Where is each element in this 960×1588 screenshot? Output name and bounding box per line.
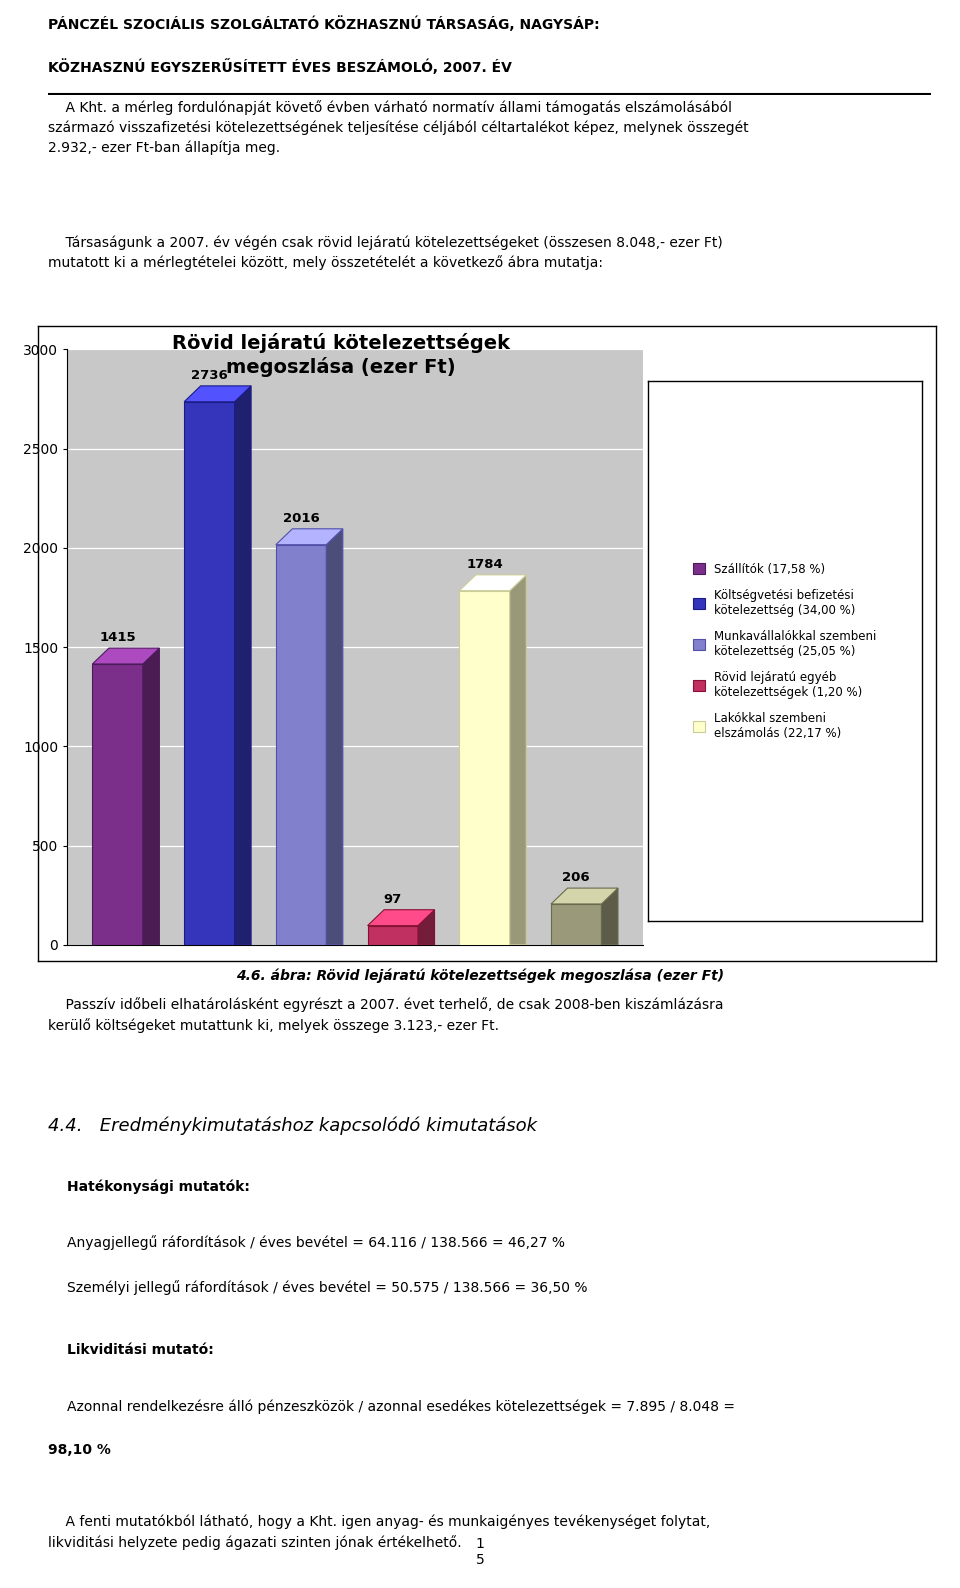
Text: Likviditási mutató:: Likviditási mutató: bbox=[67, 1343, 214, 1358]
Polygon shape bbox=[459, 575, 526, 591]
Polygon shape bbox=[184, 386, 252, 402]
Text: 206: 206 bbox=[563, 872, 590, 885]
Bar bbox=[551, 904, 602, 945]
Polygon shape bbox=[143, 648, 159, 945]
Polygon shape bbox=[234, 386, 252, 945]
Text: KÖZHASZNÚ EGYSZERŰSÍTETT ÉVES BESZÁMOLÓ, 2007. ÉV: KÖZHASZNÚ EGYSZERŰSÍTETT ÉVES BESZÁMOLÓ,… bbox=[48, 60, 512, 75]
Text: 4.6. ábra: Rövid lejáratú kötelezettségek megoszlása (ezer Ft): 4.6. ábra: Rövid lejáratú kötelezettsége… bbox=[236, 969, 724, 983]
Text: 98,10 %: 98,10 % bbox=[48, 1443, 110, 1458]
Text: PÁNCZÉL SZOCIÁLIS SZOLGÁLTATÓ KÖZHASZNÚ TÁRSASÁG, NAGYSÁP:: PÁNCZÉL SZOCIÁLIS SZOLGÁLTATÓ KÖZHASZNÚ … bbox=[48, 16, 600, 32]
Text: Azonnal rendelkezésre álló pénzeszközök / azonnal esedékes kötelezettségek = 7.8: Azonnal rendelkezésre álló pénzeszközök … bbox=[67, 1399, 735, 1413]
Polygon shape bbox=[276, 529, 343, 545]
Text: Rövid lejáratú kötelezettségek
megoszlása (ezer Ft): Rövid lejáratú kötelezettségek megoszlás… bbox=[172, 333, 510, 376]
Text: 4.4.   Eredménykimutatáshoz kapcsolódó kimutatások: 4.4. Eredménykimutatáshoz kapcsolódó kim… bbox=[48, 1116, 537, 1135]
Polygon shape bbox=[418, 910, 435, 945]
Text: 1784: 1784 bbox=[467, 557, 503, 572]
Bar bbox=[184, 402, 234, 945]
Polygon shape bbox=[510, 575, 526, 945]
Polygon shape bbox=[368, 910, 435, 926]
Polygon shape bbox=[602, 888, 618, 945]
Bar bbox=[92, 664, 143, 945]
Text: A Kht. a mérleg fordulónapját követő évben várható normatív állami támogatás els: A Kht. a mérleg fordulónapját követő évb… bbox=[48, 100, 749, 156]
Text: 1415: 1415 bbox=[99, 630, 136, 645]
Text: Hatékonysági mutatók:: Hatékonysági mutatók: bbox=[67, 1180, 250, 1194]
Text: Passzív időbeli elhatárolásként egyrészt a 2007. évet terhelő, de csak 2008-ben : Passzív időbeli elhatárolásként egyrészt… bbox=[48, 997, 724, 1032]
Bar bbox=[368, 926, 418, 945]
Text: Társaságunk a 2007. év végén csak rövid lejáratú kötelezettségeket (összesen 8.0: Társaságunk a 2007. év végén csak rövid … bbox=[48, 235, 723, 270]
Text: Anyagjellegű ráfordítások / éves bevétel = 64.116 / 138.566 = 46,27 %: Anyagjellegű ráfordítások / éves bevétel… bbox=[67, 1235, 565, 1250]
Bar bbox=[276, 545, 326, 945]
Polygon shape bbox=[326, 529, 343, 945]
Bar bbox=[459, 591, 510, 945]
Text: 2736: 2736 bbox=[191, 368, 228, 381]
Polygon shape bbox=[92, 648, 159, 664]
Polygon shape bbox=[551, 888, 618, 904]
Text: 1
5: 1 5 bbox=[475, 1537, 485, 1567]
Text: A fenti mutatókból látható, hogy a Kht. igen anyag- és munkaigényes tevékenysége: A fenti mutatókból látható, hogy a Kht. … bbox=[48, 1515, 710, 1550]
Legend: Szállítók (17,58 %), Költségvetési befizetési
kötelezettség (34,00 %), Munkaváll: Szállítók (17,58 %), Költségvetési befiz… bbox=[687, 557, 882, 745]
Text: 2016: 2016 bbox=[282, 511, 320, 524]
Text: 97: 97 bbox=[384, 892, 402, 905]
Text: Személyi jellegű ráfordítások / éves bevétel = 50.575 / 138.566 = 36,50 %: Személyi jellegű ráfordítások / éves bev… bbox=[67, 1280, 588, 1294]
